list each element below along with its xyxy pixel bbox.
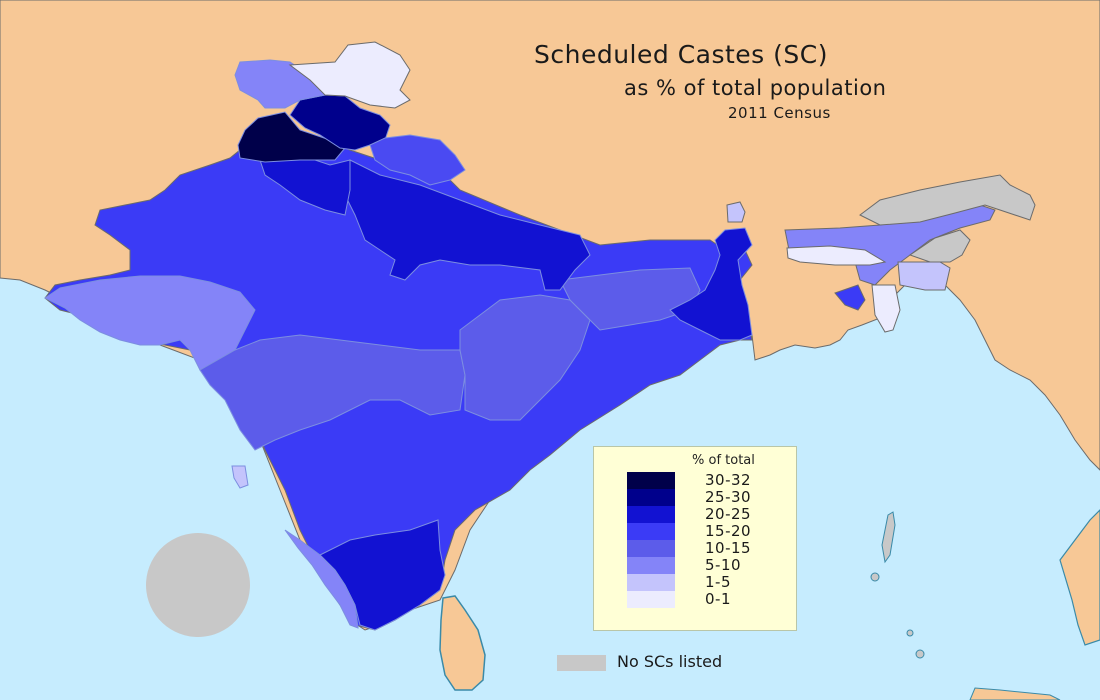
region-manipur — [897, 261, 951, 291]
legend-label: 5-10 — [705, 556, 742, 574]
legend-swatch — [627, 574, 675, 591]
land-myanmar-south — [1059, 509, 1100, 646]
legend-item: 30-32 — [627, 471, 787, 489]
no-sc-swatch — [557, 655, 606, 671]
legend-item: 10-15 — [627, 539, 787, 557]
legend-swatch — [627, 506, 675, 523]
map-subtitle: as % of total population — [624, 76, 887, 100]
region-meghalaya — [786, 245, 887, 266]
legend-item: 1-5 — [627, 573, 787, 591]
legend-item: 15-20 — [627, 522, 787, 540]
region-chhattisgarh — [459, 294, 591, 421]
region-uttarakhand — [369, 134, 466, 186]
region-lakshadweep — [146, 533, 250, 637]
region-andaman-nicobar — [870, 511, 925, 659]
land-sumatra-tip — [969, 687, 1061, 700]
region-kerala — [284, 529, 359, 629]
region-west-bengal — [669, 227, 753, 341]
region-goa — [231, 465, 249, 489]
legend-label: 25-30 — [705, 488, 752, 506]
legend-swatch — [627, 489, 675, 506]
region-uttar-pradesh — [344, 159, 591, 291]
legend-swatch — [627, 557, 675, 574]
map-title: Scheduled Castes (SC) — [534, 40, 828, 69]
legend-item: 5-10 — [627, 556, 787, 574]
legend-label: 15-20 — [705, 522, 752, 540]
legend-swatch — [627, 472, 675, 489]
region-arunachal-pradesh — [859, 174, 1036, 226]
legend-heading: % of total — [692, 453, 755, 468]
region-ladakh — [288, 41, 411, 109]
legend-box: % of total 30-32 25-30 20-25 15-20 10-15… — [593, 446, 797, 631]
legend-label: 20-25 — [705, 505, 752, 523]
legend-label: 10-15 — [705, 539, 752, 557]
legend-item: 20-25 — [627, 505, 787, 523]
region-sikkim — [726, 201, 746, 223]
region-punjab — [237, 111, 346, 163]
region-tripura — [834, 284, 866, 311]
map-census-year: 2011 Census — [728, 104, 831, 122]
legend-label: 30-32 — [705, 471, 752, 489]
no-sc-label: No SCs listed — [617, 652, 723, 671]
legend-item: 0-1 — [627, 590, 787, 608]
region-maharashtra — [199, 334, 466, 451]
legend-label: 0-1 — [705, 590, 731, 608]
legend-swatch — [627, 591, 675, 608]
land-sri-lanka — [439, 595, 486, 691]
region-mizoram — [871, 284, 901, 333]
legend-swatch — [627, 540, 675, 557]
legend-swatch — [627, 523, 675, 540]
legend-item: 25-30 — [627, 488, 787, 506]
legend-label: 1-5 — [705, 573, 731, 591]
region-haryana — [259, 154, 351, 216]
